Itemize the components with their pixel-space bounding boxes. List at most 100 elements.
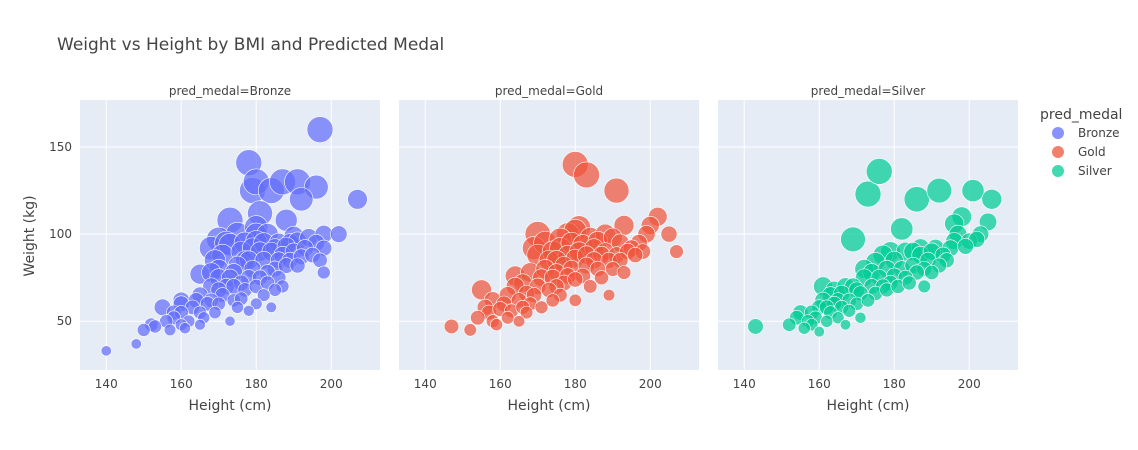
facet-bronze: 140 160 180 200 50 100 150 pred_medal=Bronze <box>49 84 380 391</box>
point-silver-64[interactable] <box>924 264 940 280</box>
legend-item-silver[interactable]: Silver <box>1052 164 1112 178</box>
point-silver-2[interactable] <box>903 186 930 213</box>
point-bronze-97[interactable] <box>268 283 282 297</box>
legend-label-bronze: Bronze <box>1078 126 1120 140</box>
point-bronze-95[interactable] <box>136 323 151 337</box>
y-tick-label-150: 150 <box>49 140 72 154</box>
point-gold-75[interactable] <box>594 270 609 286</box>
point-bronze-78[interactable] <box>312 252 328 268</box>
legend-marker-gold <box>1052 146 1064 158</box>
x-tick-label-bronze-140: 140 <box>95 377 118 391</box>
y-tick-label-100: 100 <box>49 227 72 241</box>
point-gold-87[interactable] <box>519 305 534 320</box>
point-silver-70[interactable] <box>782 317 797 332</box>
point-bronze-98[interactable] <box>257 288 271 302</box>
point-silver-6[interactable] <box>961 179 985 202</box>
point-gold-92[interactable] <box>602 288 616 302</box>
point-gold-89[interactable] <box>568 293 582 307</box>
point-bronze-101[interactable] <box>231 300 244 314</box>
x-axis-label-2: Height (cm) <box>508 398 591 414</box>
point-gold-1[interactable] <box>573 161 600 189</box>
point-gold-74[interactable] <box>443 318 460 335</box>
legend-marker-bronze <box>1052 127 1064 139</box>
x-tick-label-silver-140: 140 <box>733 377 756 391</box>
point-gold-73[interactable] <box>470 310 486 326</box>
facet-silver: 140 160 180 200 pred_medal=Silver <box>718 84 1018 391</box>
point-silver-82[interactable] <box>854 311 867 324</box>
legend-label-silver: Silver <box>1078 164 1112 178</box>
point-bronze-74[interactable] <box>289 257 306 274</box>
point-bronze-28[interactable] <box>347 189 368 210</box>
point-silver-4[interactable] <box>926 177 952 204</box>
point-gold-82[interactable] <box>583 279 598 294</box>
point-silver-7[interactable] <box>981 188 1003 210</box>
point-silver-80[interactable] <box>820 314 834 328</box>
point-silver-84[interactable] <box>813 326 825 338</box>
point-silver-3[interactable] <box>840 226 866 253</box>
legend-title: pred_medal <box>1040 107 1122 123</box>
point-silver-68[interactable] <box>901 275 917 291</box>
y-axis-label: Weight (kg) <box>22 195 38 276</box>
point-bronze-104[interactable] <box>250 297 263 311</box>
point-silver-77[interactable] <box>917 279 931 294</box>
legend: pred_medal Bronze Gold Silver <box>1040 107 1122 178</box>
x-tick-label-gold-180: 180 <box>564 377 587 391</box>
point-bronze-96[interactable] <box>316 265 331 280</box>
point-gold-64[interactable] <box>627 247 644 264</box>
x-tick-label-bronze-200: 200 <box>320 377 343 391</box>
chart-title: Weight vs Height by BMI and Predicted Me… <box>57 35 444 55</box>
point-gold-91[interactable] <box>512 315 526 328</box>
point-gold-90[interactable] <box>490 318 503 332</box>
point-silver-44[interactable] <box>957 238 974 255</box>
point-gold-81[interactable] <box>616 265 632 280</box>
facet-title-bronze: pred_medal=Bronze <box>169 84 291 98</box>
point-bronze-110[interactable] <box>130 338 142 350</box>
point-bronze-111[interactable] <box>100 345 112 357</box>
legend-label-gold: Gold <box>1078 145 1106 159</box>
point-bronze-55[interactable] <box>330 225 348 243</box>
point-bronze-99[interactable] <box>208 306 222 320</box>
point-bronze-7[interactable] <box>306 116 334 143</box>
x-tick-label-bronze-160: 160 <box>170 377 193 391</box>
legend-item-gold[interactable]: Gold <box>1052 145 1106 159</box>
legend-item-bronze[interactable]: Bronze <box>1052 126 1120 140</box>
point-silver-1[interactable] <box>865 158 893 185</box>
point-gold-88[interactable] <box>463 323 477 337</box>
point-gold-79[interactable] <box>669 244 684 259</box>
point-bronze-107[interactable] <box>242 304 255 317</box>
point-bronze-106[interactable] <box>179 322 191 335</box>
facet-title-silver: pred_medal=Silver <box>811 84 925 98</box>
facet-gold: 140 160 180 200 pred_medal=Gold <box>399 84 699 391</box>
legend-marker-silver <box>1052 165 1064 177</box>
point-bronze-108[interactable] <box>194 318 206 331</box>
x-axis-label-1: Height (cm) <box>189 398 272 414</box>
point-silver-72[interactable] <box>860 293 876 308</box>
point-silver-76[interactable] <box>842 303 857 318</box>
point-silver-83[interactable] <box>839 319 852 331</box>
point-silver-81[interactable] <box>797 321 811 335</box>
x-tick-label-gold-140: 140 <box>414 377 437 391</box>
point-bronze-112[interactable] <box>224 315 236 327</box>
facet-title-gold: pred_medal=Gold <box>495 84 603 98</box>
point-gold-56[interactable] <box>660 225 678 243</box>
point-silver-47[interactable] <box>747 318 764 335</box>
point-gold-83[interactable] <box>545 293 560 308</box>
x-tick-label-gold-200: 200 <box>639 377 662 391</box>
point-gold-85[interactable] <box>534 300 549 315</box>
x-tick-label-silver-200: 200 <box>958 377 981 391</box>
x-axis-label-3: Height (cm) <box>827 398 910 414</box>
point-gold-3[interactable] <box>603 177 630 204</box>
point-gold-86[interactable] <box>501 311 515 325</box>
x-tick-label-silver-160: 160 <box>808 377 831 391</box>
point-bronze-13[interactable] <box>289 187 314 212</box>
x-tick-label-bronze-180: 180 <box>245 377 268 391</box>
point-silver-5[interactable] <box>890 217 914 241</box>
point-silver-0[interactable] <box>854 180 882 208</box>
point-bronze-105[interactable] <box>163 323 177 337</box>
y-tick-label-50: 50 <box>57 314 72 328</box>
point-bronze-109[interactable] <box>265 301 277 313</box>
x-tick-label-silver-180: 180 <box>883 377 906 391</box>
point-gold-66[interactable] <box>567 271 584 288</box>
x-tick-label-gold-160: 160 <box>489 377 512 391</box>
